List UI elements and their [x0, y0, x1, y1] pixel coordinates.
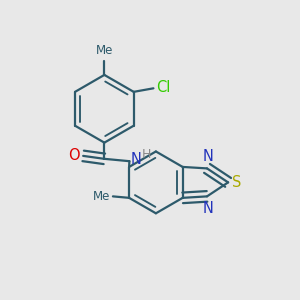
Text: Cl: Cl — [156, 80, 171, 95]
Text: N: N — [130, 152, 141, 167]
Text: Me: Me — [96, 44, 113, 57]
Text: Me: Me — [93, 190, 111, 203]
Text: O: O — [69, 148, 80, 163]
Text: S: S — [232, 175, 241, 190]
Text: N: N — [203, 201, 214, 216]
Text: N: N — [203, 149, 214, 164]
Text: H: H — [142, 148, 152, 161]
